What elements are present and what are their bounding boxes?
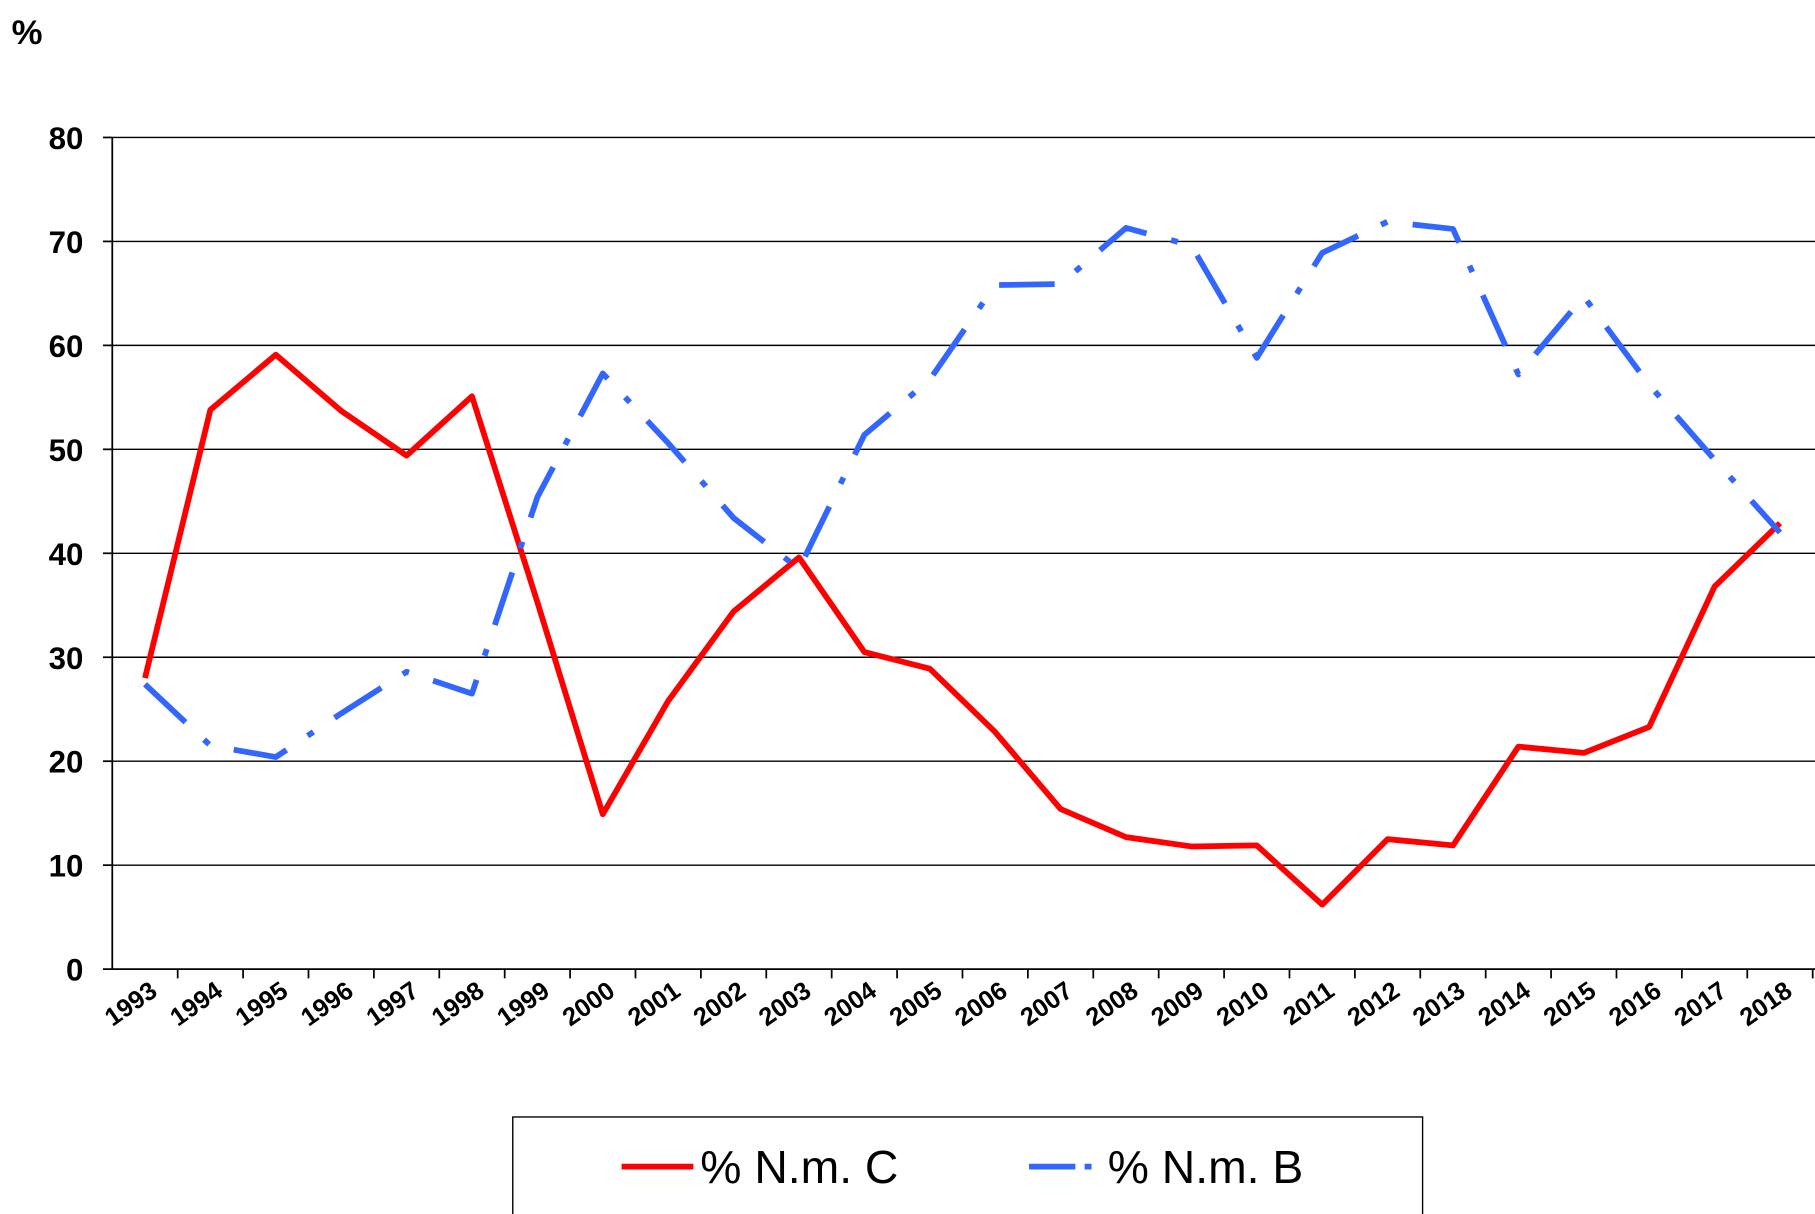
y-tick-label: 70 [49,225,84,260]
y-tick-label: 0 [66,953,83,988]
x-tick-label: 2010 [1212,977,1274,1032]
x-tick-label: 2001 [623,977,685,1032]
x-tick-label: 1999 [492,977,554,1032]
y-tick-label: 60 [49,329,84,364]
x-tick-label: 2015 [1539,977,1601,1032]
legend-label: % N.m. B [1108,1141,1304,1193]
x-tick-label: 2000 [558,977,620,1032]
x-tick-label: 1998 [427,977,489,1032]
y-tick-label: 80 [49,121,84,156]
x-tick-label: 1995 [231,977,293,1032]
x-tick-label: 2005 [885,977,947,1032]
x-tick-label: 2016 [1604,977,1666,1032]
x-tick-label: 2012 [1342,977,1404,1032]
x-tick-label: 2011 [1278,977,1339,1032]
x-tick-label: 2006 [950,977,1012,1032]
x-tick-label: 1994 [165,977,227,1032]
x-tick-label: 2004 [819,977,881,1032]
x-tick-label: 2018 [1735,977,1797,1032]
x-tick-label: 1996 [296,977,358,1032]
x-tick-label: 2013 [1408,977,1470,1032]
y-tick-label: 20 [49,745,84,780]
x-tick-label: 2003 [754,977,816,1032]
x-tick-label: 2007 [1015,977,1077,1032]
series-line [142,351,1783,908]
x-tick-label: 2017 [1669,977,1731,1032]
x-tick-label: 1993 [100,977,162,1032]
legend-label: % N.m. C [700,1141,898,1193]
x-tick-label: 1997 [361,977,423,1032]
y-tick-label: 40 [49,537,84,572]
y-tick-label: 50 [49,433,84,468]
x-tick-label: 2009 [1146,977,1208,1032]
series-line [142,218,1783,760]
y-tick-label: 30 [49,641,84,676]
x-tick-label: 2002 [688,977,750,1032]
x-tick-label: 2014 [1473,977,1535,1032]
y-tick-label: 10 [49,849,84,884]
x-tick-label: 2008 [1081,977,1143,1032]
y-axis-label: % [12,14,43,52]
